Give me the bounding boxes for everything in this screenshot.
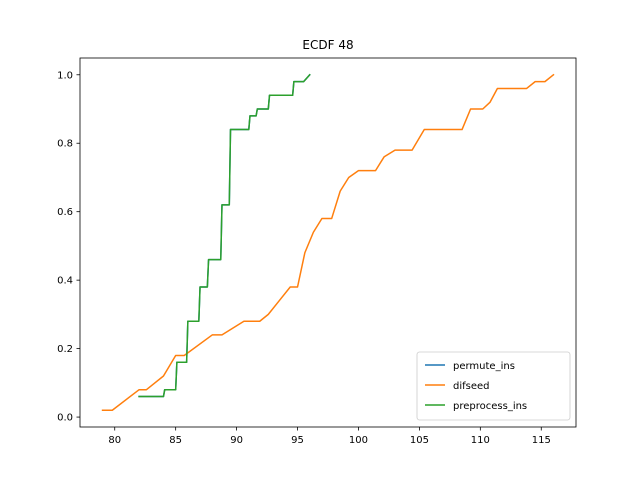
x-tick-label: 105	[410, 435, 429, 446]
y-tick-label: 0.2	[57, 344, 73, 355]
x-tick-label: 85	[169, 435, 182, 446]
legend-label-difseed: difseed	[453, 381, 490, 392]
x-tick-label: 80	[108, 435, 121, 446]
x-tick-label: 115	[532, 435, 551, 446]
y-tick-label: 0.0	[57, 413, 73, 424]
x-tick-label: 110	[471, 435, 490, 446]
axes-frame	[79, 57, 577, 428]
chart-title: ECDF 48	[302, 38, 353, 52]
legend-box	[416, 351, 571, 421]
y-tick-label: 0.8	[57, 139, 73, 150]
x-tick-label: 90	[230, 435, 243, 446]
series-lines	[101, 73, 555, 411]
series-line-preprocess_ins	[138, 73, 311, 398]
y-tick-label: 0.4	[57, 276, 73, 287]
y-tick-label: 1.0	[57, 70, 73, 81]
series-line-difseed	[101, 73, 555, 411]
legend-label-permute_ins: permute_ins	[453, 361, 515, 372]
legend-label-preprocess_ins: preprocess_ins	[453, 401, 527, 412]
x-tick-label: 95	[291, 435, 304, 446]
x-tick-label: 100	[349, 435, 368, 446]
axes: 80 85 90 95 100 105 110 115 0.0 0.2 0.4 0.6 0.8 1.0	[57, 57, 577, 446]
y-tick-label: 0.6	[57, 207, 73, 218]
